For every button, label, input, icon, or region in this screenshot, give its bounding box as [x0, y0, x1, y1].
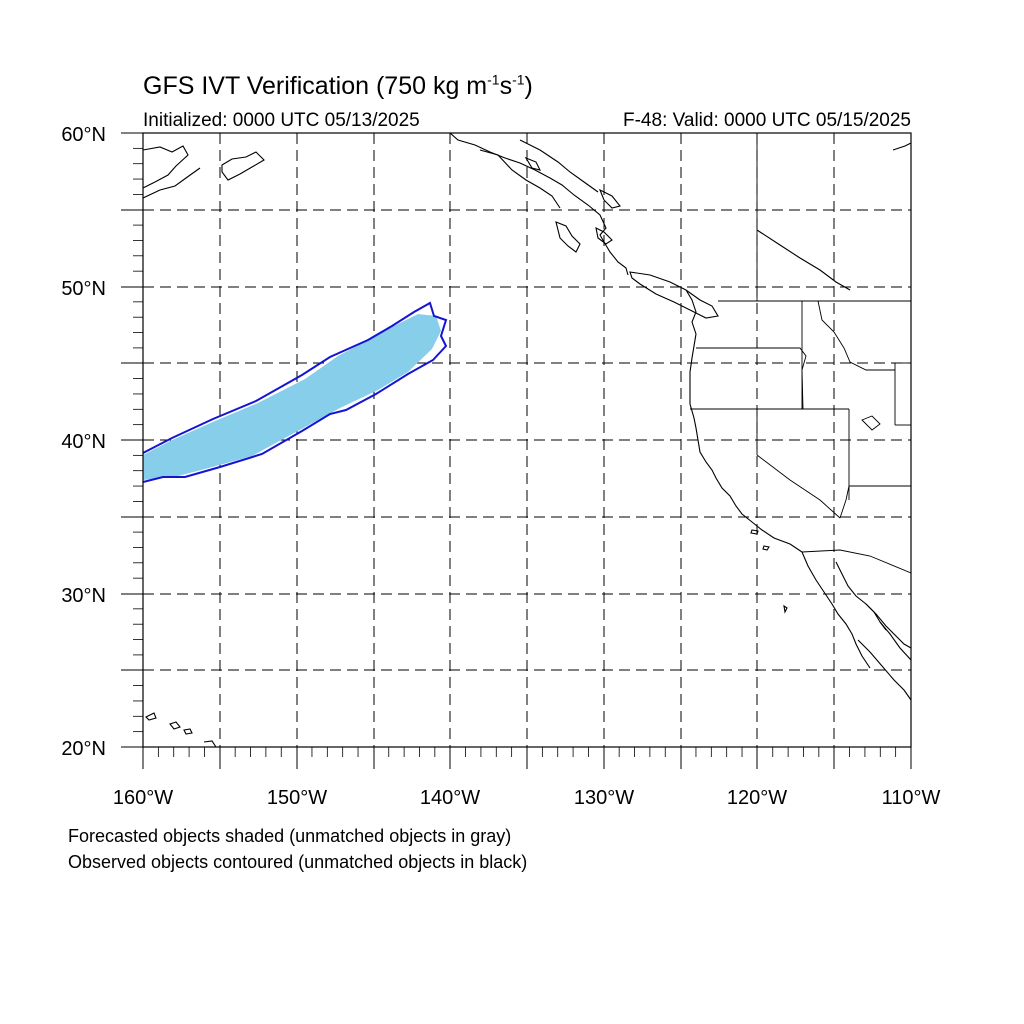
lat-label-40: 40°N: [61, 431, 106, 453]
forecast-legend-note: Forecasted objects shaded (unmatched obj…: [68, 826, 512, 846]
lon-label-160w: 160°W: [113, 787, 173, 809]
coastlines: [143, 133, 911, 747]
graticule: [143, 133, 911, 747]
observed-legend-note: Observed objects contoured (unmatched ob…: [68, 852, 528, 872]
political-borders: [690, 133, 911, 574]
lon-label-140w: 140°W: [420, 787, 480, 809]
lat-label-50: 50°N: [61, 278, 106, 300]
initialized-label: Initialized: 0000 UTC 05/13/2025: [143, 110, 420, 131]
observed-ivt-contour: [143, 301, 448, 483]
forecast-ivt-object: [143, 314, 441, 480]
valid-time-label: F-48: Valid: 0000 UTC 05/15/2025: [623, 110, 911, 131]
lon-label-120w: 120°W: [727, 787, 787, 809]
lat-label-20: 20°N: [61, 738, 106, 760]
lat-label-60: 60°N: [61, 124, 106, 146]
lon-label-150w: 150°W: [267, 787, 327, 809]
latitude-labels: 60°N 50°N 40°N 30°N 20°N: [61, 124, 106, 760]
lon-label-130w: 130°W: [574, 787, 634, 809]
lat-label-30: 30°N: [61, 585, 106, 607]
map-title: GFS IVT Verification (750 kg m-1s-1): [143, 71, 533, 100]
longitude-labels: 160°W 150°W 140°W 130°W 120°W 110°W: [113, 787, 941, 809]
major-ticks: [121, 132, 912, 769]
lon-label-110w: 110°W: [882, 787, 941, 809]
minor-ticks: [133, 147, 897, 757]
